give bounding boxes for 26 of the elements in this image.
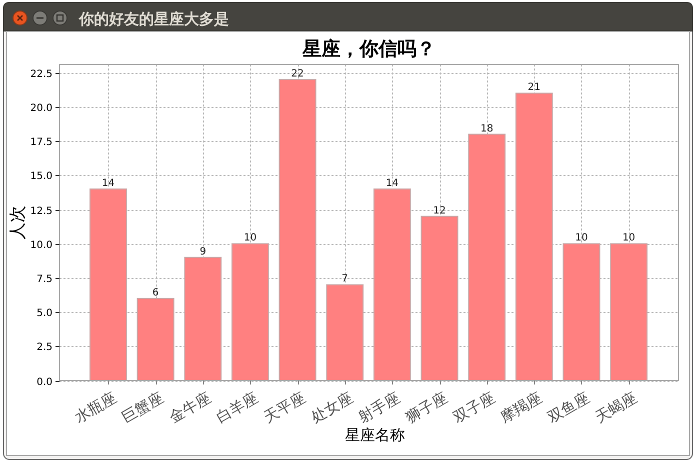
x-tick-label: 双鱼座 bbox=[544, 388, 592, 426]
x-tick-label: 双子座 bbox=[450, 388, 498, 426]
y-tick-label: 5.0 bbox=[36, 308, 52, 319]
x-tick-label: 天蝎座 bbox=[592, 388, 640, 426]
y-tick-label: 20.0 bbox=[30, 103, 52, 114]
annotation: 你的好友的星座大多是 bbox=[79, 10, 229, 28]
y-tick-label: 12.5 bbox=[30, 206, 52, 217]
y-tick-label: 2.5 bbox=[36, 342, 52, 353]
y-tick-label: 10.0 bbox=[30, 240, 52, 251]
title: 星座，你信吗？ bbox=[302, 38, 436, 60]
y-tick-label: 22.5 bbox=[30, 69, 52, 80]
x-tick-label: 射手座 bbox=[355, 388, 404, 426]
y-tick-label: 0.0 bbox=[36, 377, 52, 388]
y-tick-label: 7.5 bbox=[36, 274, 52, 285]
x-tick-label: 天平座 bbox=[260, 388, 309, 426]
ylabel: 人次 bbox=[8, 206, 28, 240]
x-tick-label: 水瓶座 bbox=[71, 388, 120, 426]
xlabel: 星座名称 bbox=[345, 426, 405, 444]
x-tick-label: 摩羯座 bbox=[497, 388, 546, 426]
x-tick-label: 狮子座 bbox=[402, 388, 451, 426]
x-tick-label: 巨蟹座 bbox=[118, 388, 167, 426]
x-tick-label: 金牛座 bbox=[166, 388, 214, 426]
x-tick-label: 处女座 bbox=[308, 388, 356, 426]
y-tick-label: 15.0 bbox=[30, 171, 52, 182]
x-tick-label: 白羊座 bbox=[213, 388, 262, 426]
y-tick-label: 17.5 bbox=[30, 137, 52, 148]
